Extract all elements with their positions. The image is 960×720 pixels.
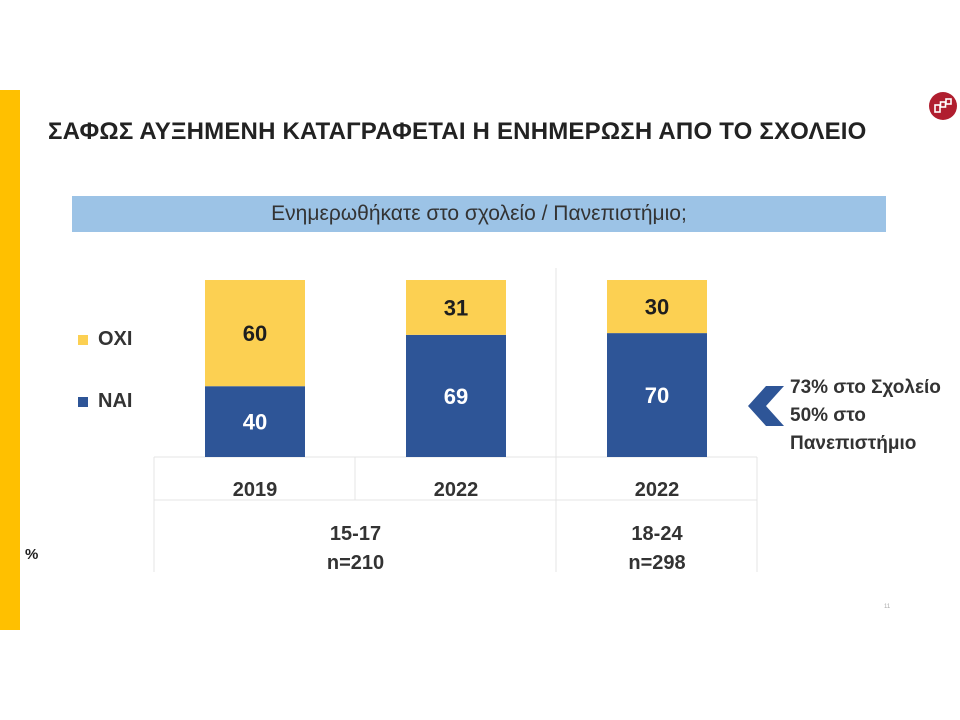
- data-label-oxi-0: 60: [243, 321, 267, 346]
- question-banner: Ενημερωθήκατε στο σχολείο / Πανεπιστήμιο…: [72, 196, 886, 232]
- legend-swatch-oxi: [78, 334, 88, 345]
- legend-label-oxi: ΟΧΙ: [98, 328, 133, 350]
- group-label-1: 18-24: [631, 523, 683, 545]
- data-label-oxi-1: 31: [444, 295, 468, 320]
- data-label-nai-2: 70: [645, 383, 669, 408]
- question-text: Ενημερωθήκατε στο σχολείο / Πανεπιστήμιο…: [271, 202, 687, 225]
- legend-item-nai: ΝΑΙ: [78, 390, 132, 413]
- legend-swatch-nai: [78, 396, 88, 407]
- chevron-left-icon: [748, 386, 784, 426]
- tick-label-1: 2022: [434, 479, 479, 501]
- page-number: 11: [884, 604, 891, 610]
- summary-line-3: Πανεπιστήμιο: [790, 433, 917, 454]
- bar-oxi-1: [406, 280, 506, 335]
- tick-label-0: 2019: [233, 479, 278, 501]
- group-label-0: 15-17: [330, 523, 381, 545]
- bar-oxi-2: [607, 280, 707, 334]
- tick-label-2: 2022: [635, 479, 680, 501]
- summary-line-2: 50% στο: [790, 405, 866, 426]
- legend-label-nai: ΝΑΙ: [98, 390, 133, 412]
- group-sample-0: n=210: [327, 552, 384, 574]
- legend-item-oxi: ΟΧΙ: [78, 328, 132, 351]
- group-sample-1: n=298: [628, 552, 685, 574]
- bar-nai-0: [205, 386, 305, 457]
- bar-oxi-0: [205, 280, 305, 387]
- bar-nai-2: [607, 333, 707, 457]
- summary-line-1: 73% στο Σχολείο: [790, 377, 941, 398]
- percent-unit-label: %: [25, 546, 39, 563]
- page-title: ΣΑΦΩΣ ΑΥΞΗΜΕΝΗ ΚΑΤΑΓΡΑΦΕΤΑΙ Η ΕΝΗΜΕΡΩΣΗ …: [48, 118, 867, 145]
- data-label-oxi-2: 30: [645, 295, 669, 320]
- data-label-nai-0: 40: [243, 410, 267, 435]
- bar-nai-1: [406, 334, 506, 457]
- data-label-nai-1: 69: [444, 384, 468, 409]
- accent-bar: [0, 90, 20, 630]
- pollster-logo-icon: [929, 92, 957, 120]
- summary-callout: 73% στο Σχολείο 50% στο Πανεπιστήμιο: [790, 374, 960, 458]
